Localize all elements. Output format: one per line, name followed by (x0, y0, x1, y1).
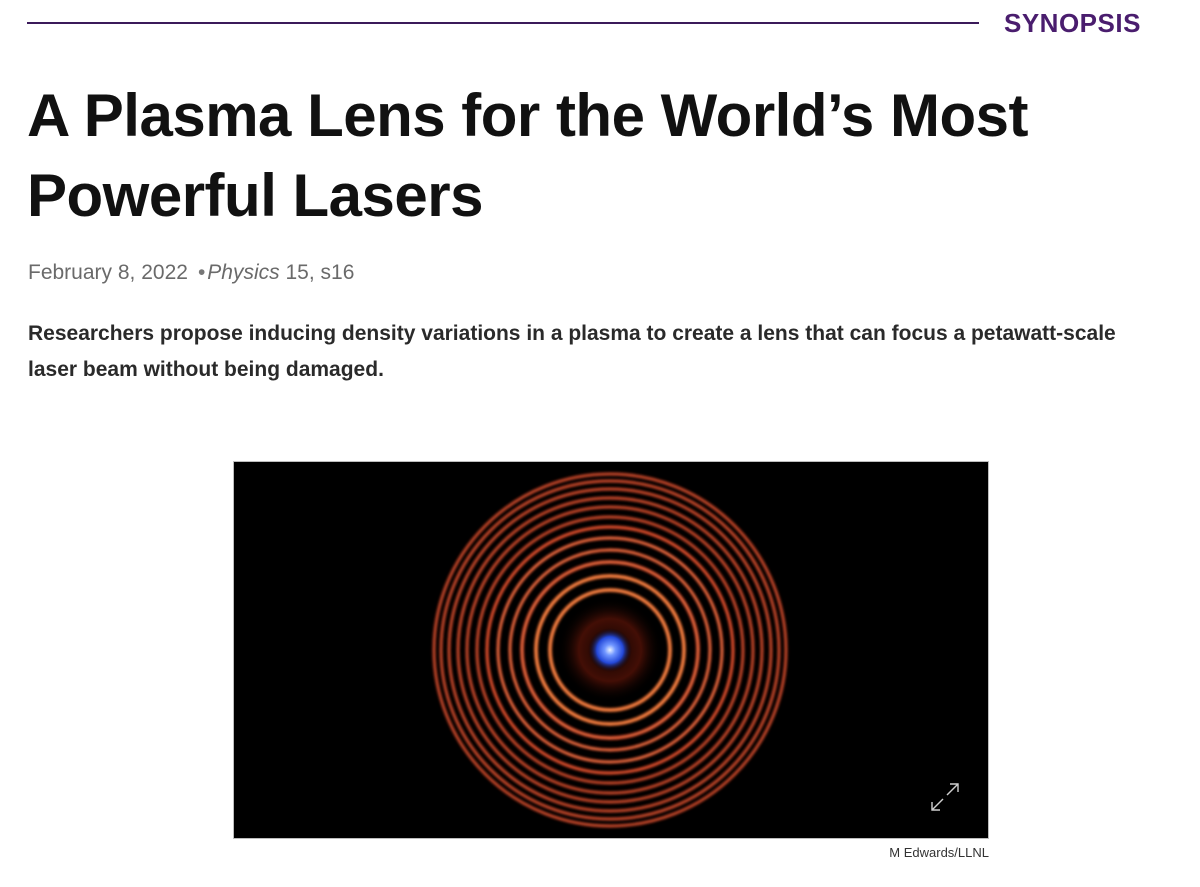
ring-highlight (549, 589, 671, 711)
ring-highlight (486, 526, 734, 774)
image-credit: M Edwards/LLNL (889, 845, 989, 860)
article-title: A Plasma Lens for the World’s Most Power… (27, 82, 1028, 229)
header-rule (27, 22, 979, 24)
plasma-lens-image (234, 462, 988, 838)
ring-highlight (440, 480, 780, 820)
ring-highlight (448, 488, 772, 812)
ring-highlight (476, 516, 744, 784)
section-label-synopsis[interactable]: SYNOPSIS (1004, 8, 1141, 38)
expand-arrows-icon[interactable] (928, 780, 962, 814)
meta-separator: • (197, 261, 206, 284)
ring-highlight (466, 506, 754, 794)
journal-citation[interactable]: 15, s16 (285, 261, 355, 284)
ring-highlight (509, 549, 711, 751)
ring-highlight (457, 497, 763, 803)
journal-name[interactable]: Physics (207, 261, 280, 284)
article-summary: Researchers propose inducing density var… (28, 322, 1116, 381)
article-figure[interactable] (233, 461, 989, 839)
article-meta: February 8, 2022 •Physics 15, s16 (28, 258, 354, 288)
ring-highlight (535, 575, 685, 725)
ring-highlight (497, 537, 723, 763)
ring-highlight (433, 473, 787, 827)
publication-date: February 8, 2022 (28, 261, 188, 284)
focal-spot (588, 628, 632, 672)
interference-rings (432, 472, 788, 828)
ring-highlight (521, 561, 699, 739)
